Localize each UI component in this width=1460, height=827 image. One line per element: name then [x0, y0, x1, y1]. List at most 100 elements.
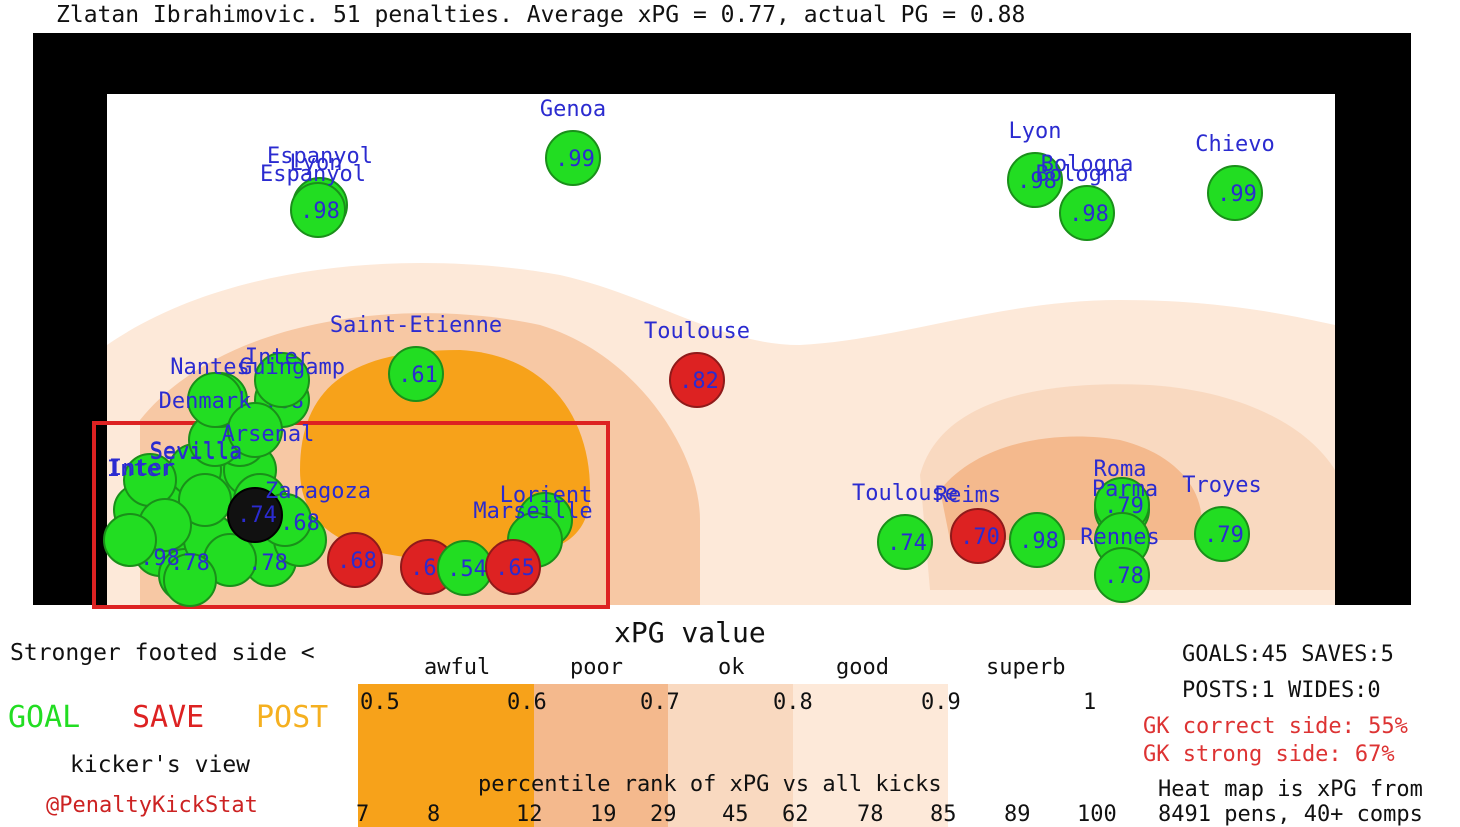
percentile-tick: 78	[857, 802, 884, 827]
percentile-tick: 19	[590, 802, 617, 827]
shot-marker-goal	[877, 514, 933, 570]
highlight-box	[92, 421, 610, 609]
shot-value: .78	[1104, 564, 1144, 589]
heatmap-note-1: Heat map is xPG from	[1158, 777, 1423, 802]
percentile-title: percentile rank of xPG vs all kicks	[478, 772, 942, 797]
xpg-tick: 0.5	[360, 690, 400, 715]
shot-marker-goal	[545, 130, 601, 186]
chart-title: Zlatan Ibrahimovic. 51 penalties. Averag…	[56, 2, 1026, 28]
team-label: Arsenal	[222, 422, 315, 447]
team-label: Parma	[1092, 477, 1158, 502]
shot-value: .74	[887, 531, 927, 556]
quality-ok: ok	[718, 655, 745, 680]
team-label: Espanyol	[267, 144, 373, 169]
percentile-tick: 62	[782, 802, 809, 827]
percentile-tick: 45	[722, 802, 749, 827]
goals-saves-stat: GOALS:45 SAVES:5	[1182, 642, 1394, 667]
quality-good: good	[836, 655, 889, 680]
shot-marker-goal	[290, 182, 346, 238]
legend-goal: GOAL	[8, 700, 81, 735]
shot-value: .99	[555, 147, 595, 172]
team-label: Inter	[109, 456, 175, 481]
shot-marker-post	[227, 487, 283, 543]
shot-value: .98	[140, 546, 180, 571]
heatmap-note-2: 8491 pens, 40+ comps	[1158, 802, 1423, 827]
shot-marker-goal	[1059, 185, 1115, 241]
gk-strong-side-stat: GK strong side: 67%	[1143, 742, 1395, 767]
shot-value: .98	[1019, 529, 1059, 554]
shot-marker-goal	[103, 513, 157, 567]
shot-marker-goal	[187, 372, 243, 428]
xpg-tick: 0.6	[507, 690, 547, 715]
quality-superb: superb	[986, 655, 1066, 680]
heat-zone-core	[300, 350, 590, 560]
percentile-tick: 29	[650, 802, 677, 827]
scale-band-3	[668, 684, 793, 827]
shot-value: .99	[1217, 182, 1257, 207]
team-label: Lyon	[1009, 119, 1062, 144]
team-label: Reims	[935, 483, 1001, 508]
posts-wides-stat: POSTS:1 WIDES:0	[1182, 678, 1381, 703]
shot-value: .98	[1069, 202, 1109, 227]
view-note: kicker's view	[70, 752, 251, 778]
team-label: Espanyol	[260, 162, 366, 187]
shot-value: .79	[1204, 523, 1244, 548]
shot-value: .82	[679, 369, 719, 394]
team-label: Bologna	[1036, 162, 1129, 187]
team-label: Sevilla	[150, 439, 243, 464]
team-label: Nantes	[170, 355, 249, 380]
xpg-tick: 0.8	[773, 690, 813, 715]
percentile-tick: 100	[1077, 802, 1117, 827]
team-label: Chievo	[1195, 132, 1274, 157]
quality-awful: awful	[424, 655, 491, 680]
percentile-tick: 89	[1004, 802, 1031, 827]
xpg-tick: 0.9	[921, 690, 961, 715]
shot-marker-goal	[227, 402, 283, 458]
scale-band-1	[358, 684, 534, 827]
shot-value: .70	[960, 525, 1000, 550]
percentile-tick: 8	[427, 802, 441, 827]
scale-title: xPG value	[614, 616, 766, 649]
team-label: Inter	[245, 345, 311, 370]
shot-marker-save	[950, 508, 1006, 564]
legend-save: SAVE	[132, 700, 205, 735]
team-label: Toulouse	[644, 319, 750, 344]
shot-marker-goal	[163, 553, 217, 607]
team-label: Rennes	[1080, 525, 1159, 550]
team-label: Troyes	[1182, 473, 1261, 498]
legend-post: POST	[256, 700, 329, 735]
xpg-tick: 0.7	[640, 690, 680, 715]
shot-marker-goal	[1009, 512, 1065, 568]
shot-value: .74	[237, 503, 277, 528]
shot-value: .65	[495, 556, 535, 581]
percentile-tick: 12	[516, 802, 543, 827]
team-label: Denmark	[159, 389, 252, 414]
shot-value: .78	[248, 551, 288, 576]
scale-band-4	[793, 684, 948, 827]
stronger-side-note: Stronger footed side <	[10, 640, 315, 666]
shot-points: .99Genoa.98LyonEspanyol.98.98Bologna.99C…	[187, 97, 1275, 603]
shot-marker-save	[485, 539, 541, 595]
quality-poor: poor	[570, 655, 623, 680]
shot-marker-goal	[1094, 547, 1150, 603]
shot-value: .68	[280, 511, 320, 536]
shot-marker-goal	[1007, 152, 1063, 208]
team-label: Guingamp	[239, 355, 345, 380]
gk-correct-side-stat: GK correct side: 55%	[1143, 714, 1408, 739]
team-label: Saint-Etienne	[330, 313, 502, 338]
team-label: Zaragoza	[265, 479, 371, 504]
team-label: Sevilla	[150, 440, 243, 465]
shot-value: .78	[170, 551, 210, 576]
xpg-tick: 1	[1083, 690, 1097, 715]
shot-marker-goal	[254, 352, 310, 408]
shot-marker-goal	[1194, 506, 1250, 562]
author-handle: @PenaltyKickStat	[46, 793, 258, 818]
team-label: Inter	[107, 457, 173, 482]
shot-marker-goal	[178, 473, 232, 527]
shot-marker-goal	[1207, 165, 1263, 221]
shot-value: .54	[447, 557, 487, 582]
team-label: Genoa	[540, 97, 606, 122]
percentile-tick: 85	[930, 802, 957, 827]
